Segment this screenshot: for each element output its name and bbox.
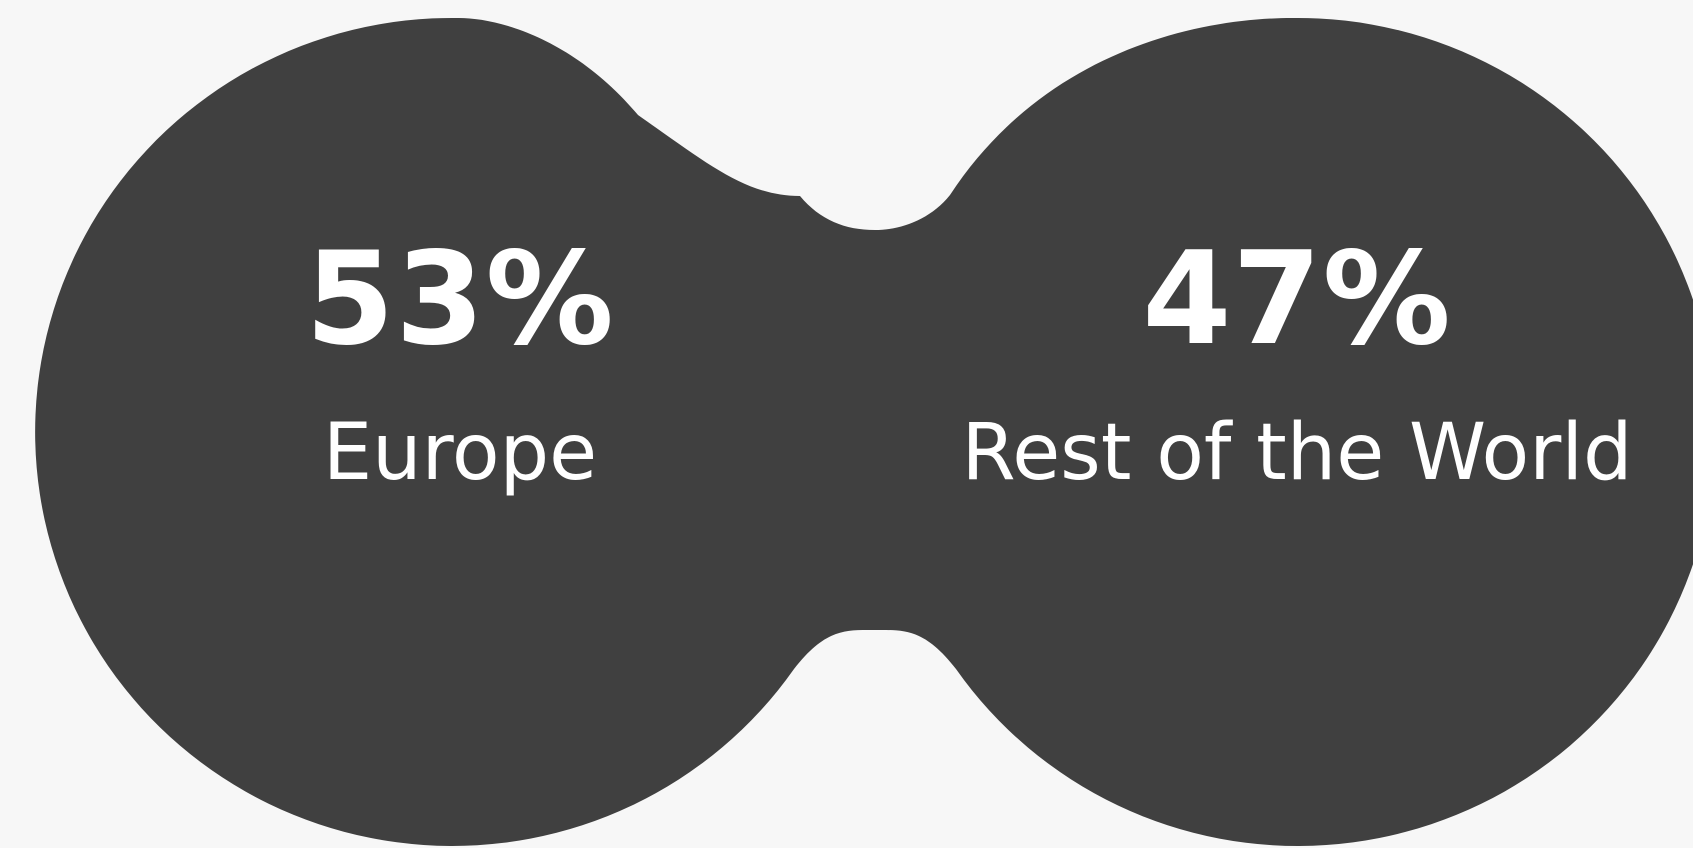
stat-rest-of-world: 47% Rest of the World bbox=[872, 225, 1693, 498]
stat-label-europe: Europe bbox=[322, 408, 598, 498]
stat-label-rest-of-world: Rest of the World bbox=[961, 408, 1633, 498]
stat-value-rest-of-world: 47% bbox=[1142, 225, 1452, 374]
stat-value-europe: 53% bbox=[305, 225, 615, 374]
merged-circles-path bbox=[35, 17, 1693, 846]
stat-europe: 53% Europe bbox=[160, 225, 760, 498]
